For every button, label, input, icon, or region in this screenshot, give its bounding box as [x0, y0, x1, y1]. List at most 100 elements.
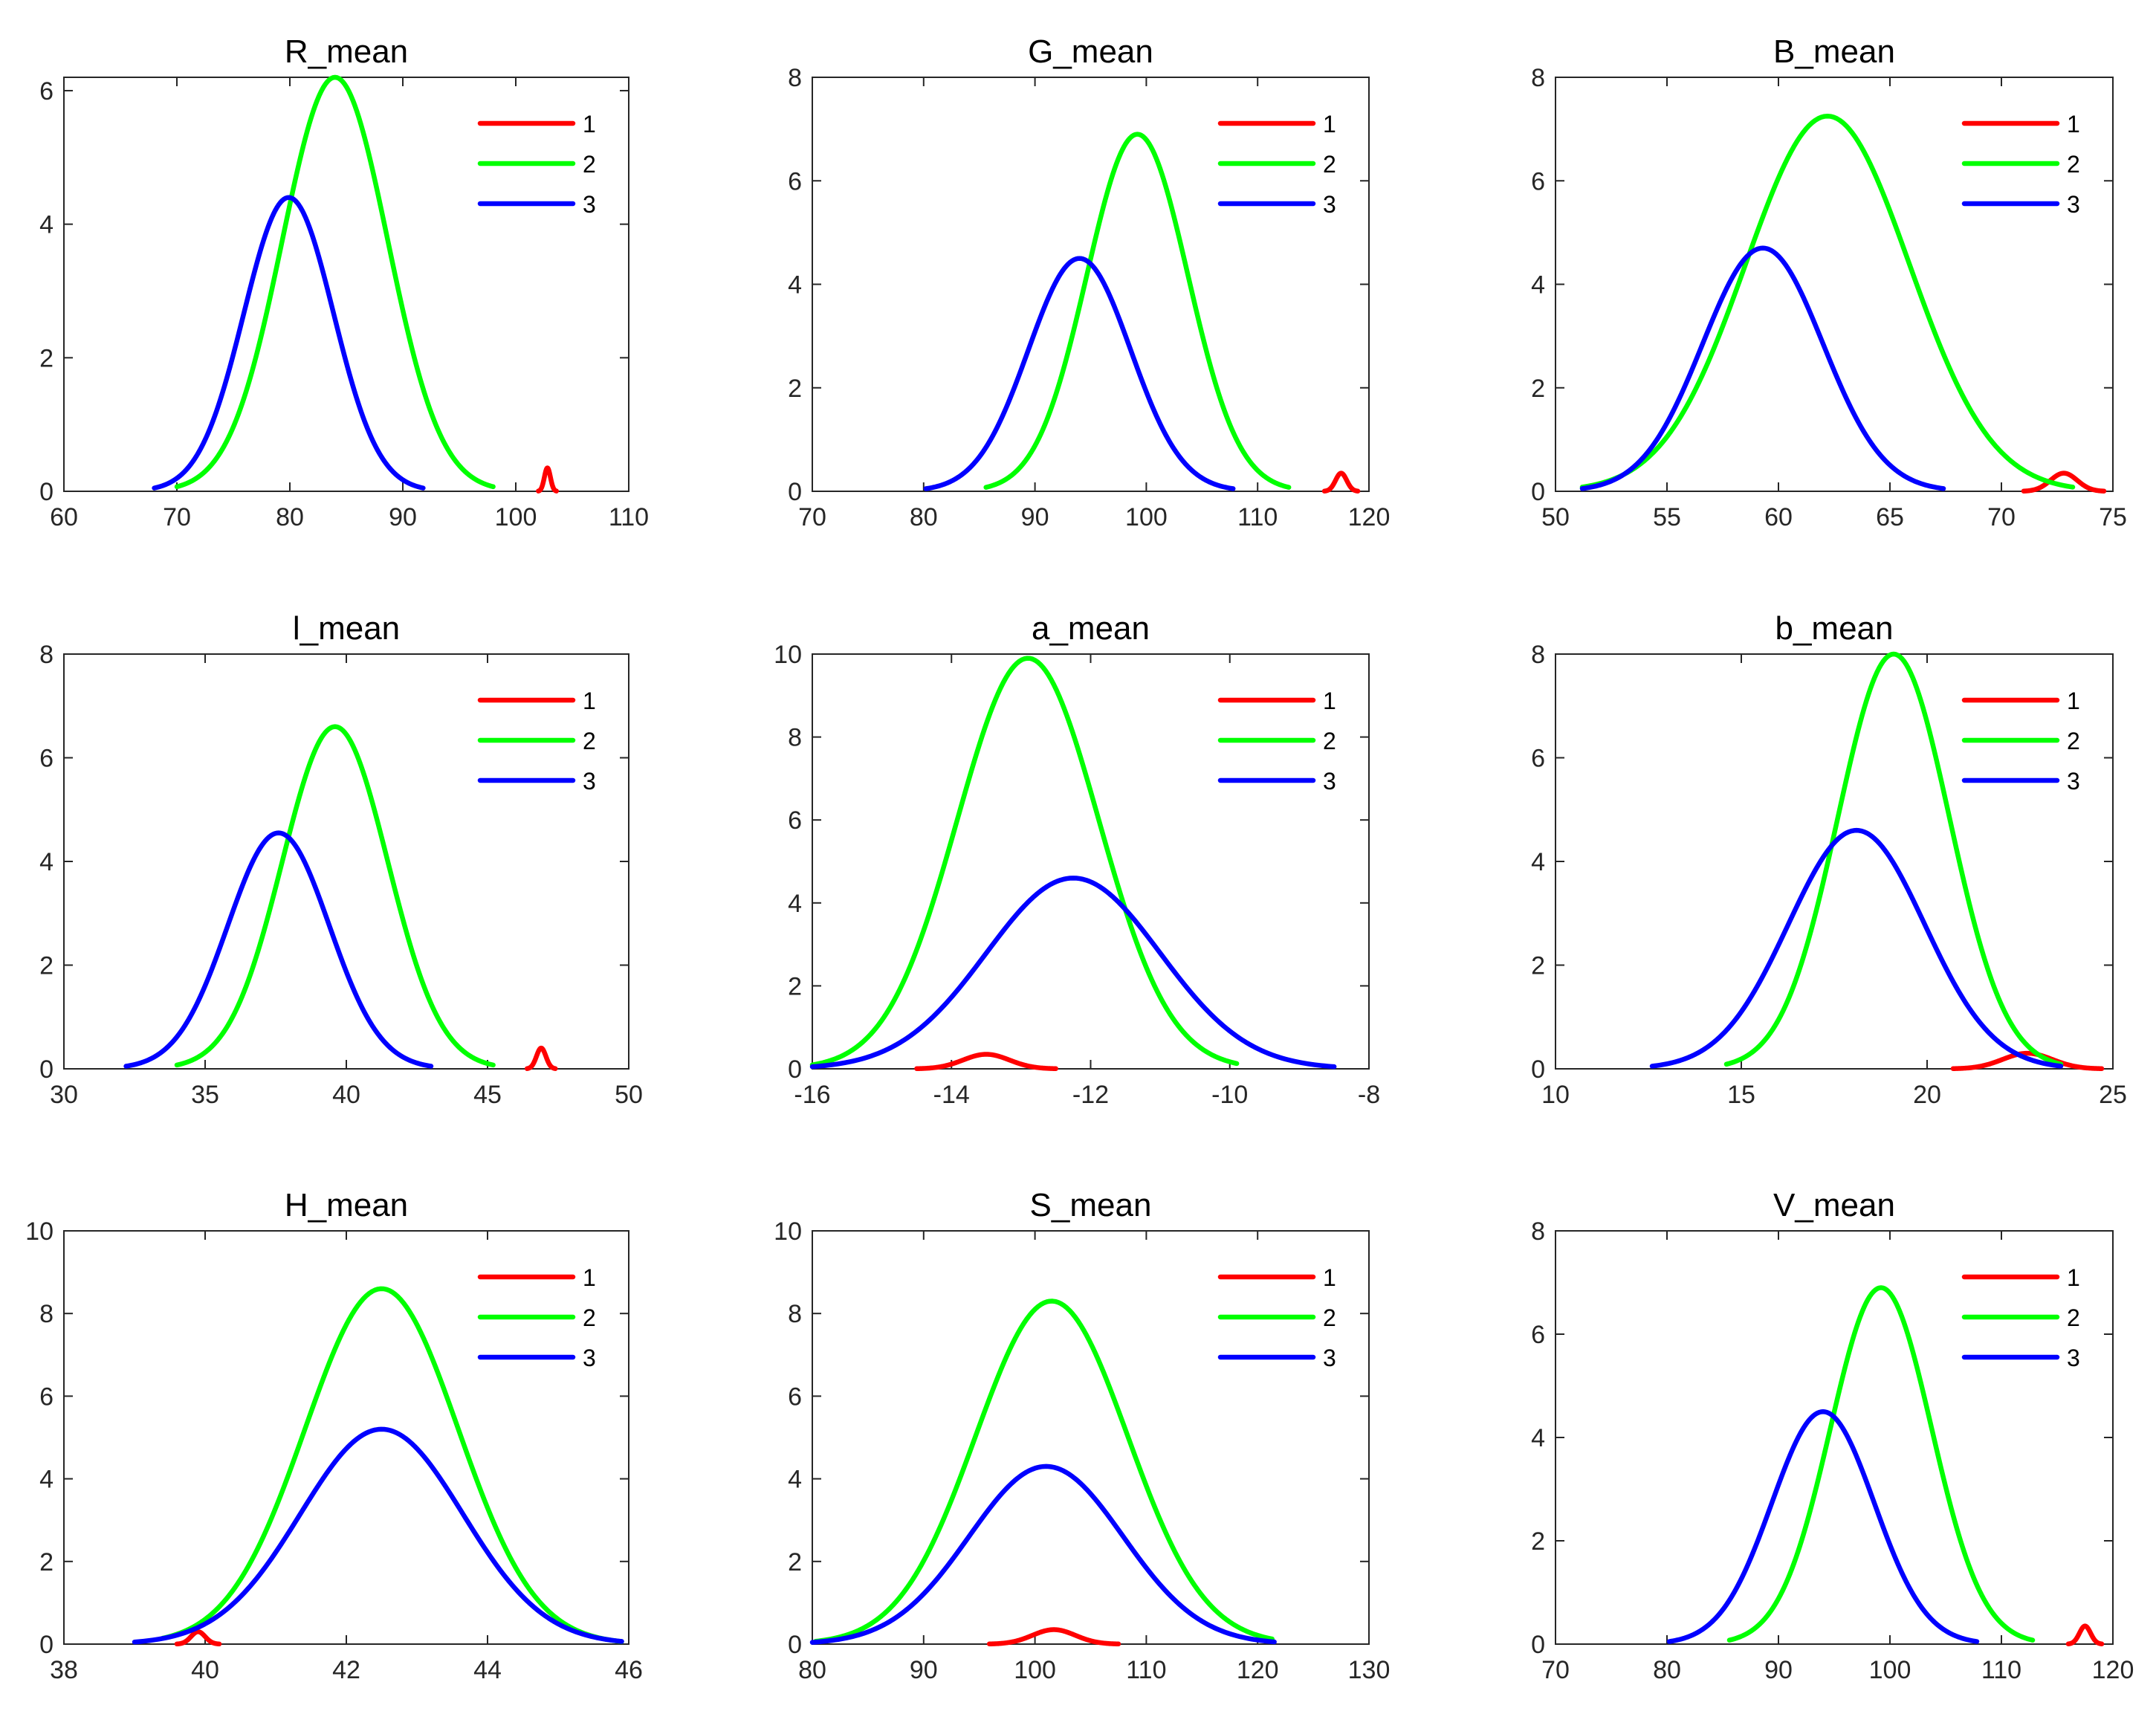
series-line-3: [132, 1426, 624, 1645]
legend: 1 2 3: [477, 1264, 596, 1371]
series-line-3: [1666, 1409, 1980, 1644]
y-tick-label: 0: [788, 1631, 802, 1659]
series-line-3: [152, 195, 426, 491]
legend-label-1: 1: [583, 688, 596, 714]
x-tick-label: 80: [910, 503, 938, 531]
y-tick-label: 6: [788, 1382, 802, 1411]
legend-label-3: 3: [1323, 1345, 1336, 1371]
y-tick-label: 0: [788, 478, 802, 506]
y-tick-label: 2: [39, 1548, 54, 1576]
x-tick-label: 100: [1125, 503, 1168, 531]
series-line-2: [1579, 113, 2076, 490]
subplot-v-mean: V_mean 70 80 90 100 110 120 0 2 4 6 8 1 2 3: [1531, 1187, 2134, 1684]
y-tick-label: 2: [788, 972, 802, 1000]
y-tick-label: 4: [788, 1466, 802, 1494]
y-tick-label: 0: [39, 1631, 54, 1659]
x-tick-label: 70: [163, 503, 191, 531]
x-tick-label: 46: [615, 1656, 643, 1684]
legend: 1 2 3: [1961, 111, 2080, 218]
legend: 1 2 3: [1217, 1264, 1336, 1371]
y-tick-label: 8: [1531, 1217, 1545, 1246]
x-tick-label: 110: [1237, 503, 1278, 531]
x-tick-label: 90: [389, 503, 417, 531]
y-tick-label: 10: [25, 1217, 54, 1246]
x-tick-label: -8: [1358, 1081, 1380, 1109]
x-tick-label: 110: [609, 503, 649, 531]
x-tick-label: -12: [1072, 1081, 1109, 1109]
legend-label-3: 3: [1323, 768, 1336, 795]
x-tick-label: 70: [798, 503, 826, 531]
series-line-2: [809, 656, 1240, 1067]
axes-box: [1555, 1230, 2114, 1645]
legend-label-1: 1: [583, 1264, 596, 1291]
x-tick-label: -10: [1211, 1081, 1248, 1109]
subplot-l-mean: l_mean 30 35 40 45 50 0 2 4 6 8 1 2 3: [39, 610, 643, 1109]
y-tick-label: 4: [1531, 1424, 1545, 1452]
x-tick-label: 65: [1876, 503, 1904, 531]
series-line-1: [536, 465, 559, 494]
series-line-2: [174, 74, 496, 490]
y-tick-label: 4: [39, 848, 54, 876]
legend-label-1: 1: [583, 111, 596, 138]
y-tick-label: 6: [788, 806, 802, 835]
series-line-1: [1950, 1050, 2105, 1072]
subplot-title: V_mean: [1773, 1187, 1895, 1223]
x-tick-label: 70: [1987, 503, 2016, 531]
series-line-1: [524, 1045, 558, 1071]
x-tick-label: 38: [50, 1656, 78, 1684]
series-line-2: [813, 1298, 1275, 1644]
axes-box: [1555, 653, 2114, 1070]
y-tick-label: 6: [39, 77, 54, 106]
subplot-title: H_mean: [285, 1187, 408, 1223]
legend: 1 2 3: [1961, 688, 2080, 795]
legend-label-2: 2: [2067, 728, 2080, 754]
x-tick-label: 50: [1541, 503, 1570, 531]
legend-label-3: 3: [583, 191, 596, 218]
y-tick-label: 8: [39, 1300, 54, 1328]
legend: 1 2 3: [477, 111, 596, 218]
legend-label-3: 3: [583, 1345, 596, 1371]
series-line-1: [2065, 1623, 2105, 1646]
y-tick-label: 10: [774, 1217, 802, 1246]
x-tick-label: 60: [50, 503, 78, 531]
y-tick-label: 2: [1531, 375, 1545, 403]
legend-label-2: 2: [1323, 151, 1336, 178]
subplot-r-mean: R_mean 60 70 80 90 100 110 0 2 4 6 1 2 3: [39, 33, 649, 531]
series-line-1: [986, 1627, 1121, 1647]
x-tick-label: 130: [1348, 1656, 1391, 1684]
y-tick-label: 2: [1531, 1527, 1545, 1556]
legend: 1 2 3: [1217, 111, 1336, 218]
y-tick-label: 4: [788, 890, 802, 918]
legend-label-2: 2: [1323, 1304, 1336, 1331]
x-tick-label: 100: [1014, 1656, 1056, 1684]
series-line-2: [983, 132, 1292, 490]
subplot-title: R_mean: [285, 33, 408, 70]
y-tick-label: 4: [39, 211, 54, 239]
y-tick-label: 2: [788, 1548, 802, 1576]
y-tick-label: 0: [39, 478, 54, 506]
x-tick-label: -14: [933, 1081, 970, 1109]
x-tick-label: 100: [495, 503, 537, 531]
axes-box: [63, 1230, 629, 1645]
series-line-3: [809, 1463, 1277, 1645]
y-tick-label: 0: [1531, 1055, 1545, 1084]
subplot-title: B_mean: [1773, 33, 1895, 70]
x-tick-label: 90: [910, 1656, 938, 1684]
legend: 1 2 3: [477, 688, 596, 795]
x-tick-label: 35: [191, 1081, 219, 1109]
x-tick-label: 25: [2099, 1081, 2127, 1109]
y-tick-label: 8: [1531, 64, 1545, 92]
x-tick-label: 42: [332, 1656, 360, 1684]
axes-box: [812, 1230, 1370, 1645]
subplot-title: b_mean: [1775, 610, 1893, 647]
legend-label-2: 2: [2067, 151, 2080, 178]
x-tick-label: 80: [1653, 1656, 1681, 1684]
y-tick-label: 2: [1531, 952, 1545, 980]
legend: 1 2 3: [1961, 1264, 2080, 1371]
series-line-2: [160, 1286, 624, 1644]
x-tick-label: 40: [332, 1081, 360, 1109]
legend-label-2: 2: [583, 151, 596, 178]
